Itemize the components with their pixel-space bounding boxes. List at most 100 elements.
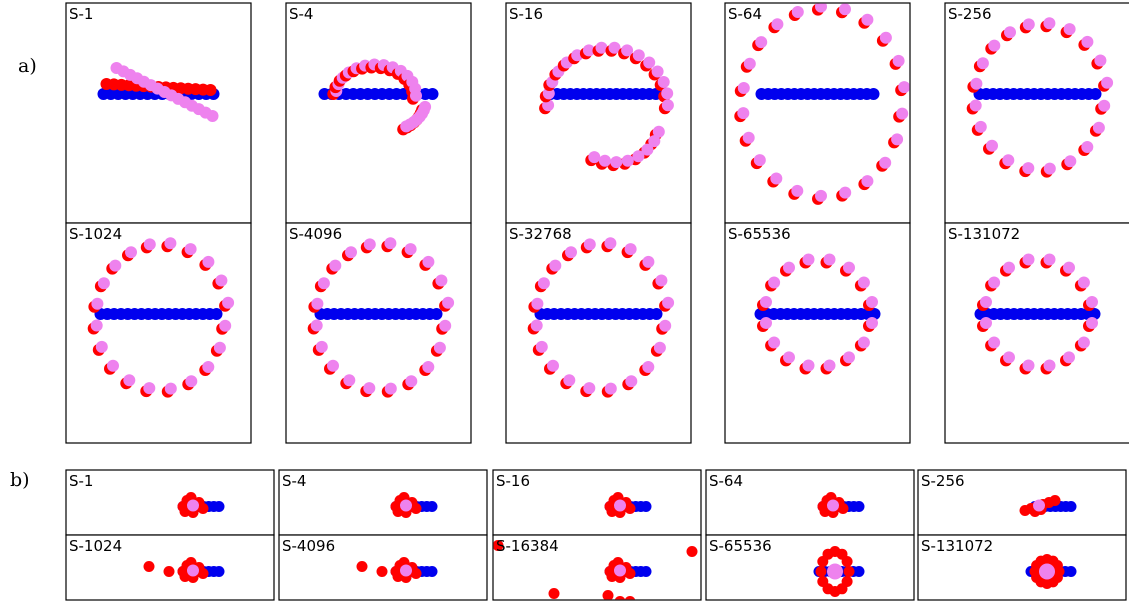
blue-point — [213, 566, 225, 577]
panel-label: S-1024 — [69, 537, 122, 555]
red-point — [548, 588, 560, 599]
violet-point — [651, 65, 664, 78]
violet-point — [655, 274, 668, 287]
violet-point — [598, 154, 611, 167]
violet-point — [861, 13, 874, 26]
violet-point — [1098, 99, 1111, 112]
violet-point — [771, 18, 784, 31]
violet-point — [363, 238, 376, 251]
violet-point — [343, 374, 356, 387]
violet-point — [823, 253, 836, 266]
violet-point — [442, 296, 455, 309]
scatter-points — [177, 492, 225, 518]
violet-point — [215, 274, 228, 287]
panel-frame — [492, 534, 702, 601]
violet-point — [976, 57, 989, 70]
violet-point — [537, 277, 550, 290]
violet-point — [202, 361, 215, 373]
violet-point — [187, 499, 199, 512]
violet-point — [866, 296, 878, 308]
violet-point — [896, 107, 909, 120]
violet-point — [345, 246, 357, 259]
violet-point — [125, 246, 137, 259]
panel-label: S-4096 — [282, 537, 335, 555]
panel-label: S-4096 — [289, 225, 342, 243]
b-panel: S-16384 — [492, 534, 702, 601]
violet-point — [657, 76, 670, 88]
red-point — [392, 506, 404, 517]
red-point — [1051, 560, 1063, 571]
violet-point — [97, 277, 110, 290]
blue-point — [1088, 308, 1101, 320]
violet-point — [1043, 162, 1056, 175]
red-point — [819, 506, 831, 517]
panel-label: S-16 — [509, 5, 543, 23]
violet-point — [1022, 253, 1035, 266]
red-point — [686, 546, 698, 557]
b-panel: S-1 — [65, 469, 275, 536]
violet-point — [123, 374, 136, 387]
a-panel: S-32768 — [505, 222, 692, 444]
violet-point — [891, 133, 904, 146]
red-point — [606, 506, 618, 517]
violet-point — [755, 36, 768, 49]
violet-point — [662, 296, 675, 309]
violet-point — [866, 317, 878, 329]
violet-point — [760, 317, 772, 329]
violet-point — [439, 319, 452, 332]
violet-point — [641, 143, 654, 156]
blue-point — [426, 501, 438, 512]
panel-frame — [917, 534, 1127, 601]
violet-point — [400, 120, 413, 133]
panel-label: S-16 — [496, 472, 530, 490]
violet-point — [988, 276, 1001, 289]
scatter-points — [813, 546, 865, 597]
panel-frame — [278, 469, 488, 536]
violet-point — [184, 243, 197, 256]
violet-point — [588, 151, 601, 164]
violet-point — [327, 359, 339, 372]
blue-point — [867, 88, 880, 100]
violet-point — [980, 296, 992, 308]
violet-point — [422, 361, 435, 373]
red-point — [602, 590, 614, 600]
violet-point — [1094, 54, 1107, 67]
panel-label: S-1 — [69, 5, 93, 23]
violet-point — [384, 237, 397, 250]
violet-point — [1092, 121, 1105, 134]
violet-point — [400, 564, 412, 577]
panel-label: S-256 — [921, 472, 965, 490]
b-panel: S-1024 — [65, 534, 275, 601]
panel-label: S-256 — [948, 5, 992, 23]
panel-label: S-64 — [728, 5, 762, 23]
a-panel: S-4096 — [285, 222, 472, 444]
violet-point — [90, 319, 103, 332]
b-panel: S-4 — [278, 469, 488, 536]
violet-point — [974, 120, 987, 133]
violet-point — [783, 261, 795, 274]
violet-point — [642, 255, 655, 268]
red-point — [841, 556, 853, 567]
violet-point — [164, 382, 177, 395]
violet-point — [815, 3, 827, 13]
violet-point — [770, 172, 783, 185]
violet-point — [1039, 563, 1055, 580]
violet-point — [563, 374, 576, 387]
violet-point — [1043, 359, 1056, 372]
violet-point — [1063, 23, 1076, 36]
violet-point — [433, 341, 446, 354]
violet-point — [621, 154, 634, 167]
scatter-points — [307, 237, 455, 398]
red-point — [204, 84, 217, 96]
panel-label: S-16384 — [496, 537, 559, 555]
violet-point — [843, 351, 855, 364]
b-panel: S-4096 — [278, 534, 488, 601]
violet-point — [1043, 253, 1056, 266]
violet-point — [410, 89, 422, 102]
section-b-label: b) — [10, 469, 30, 491]
violet-point — [802, 359, 815, 372]
violet-point — [187, 564, 199, 577]
scatter-points — [1025, 554, 1077, 589]
violet-point — [582, 44, 595, 57]
blue-point — [650, 308, 663, 320]
